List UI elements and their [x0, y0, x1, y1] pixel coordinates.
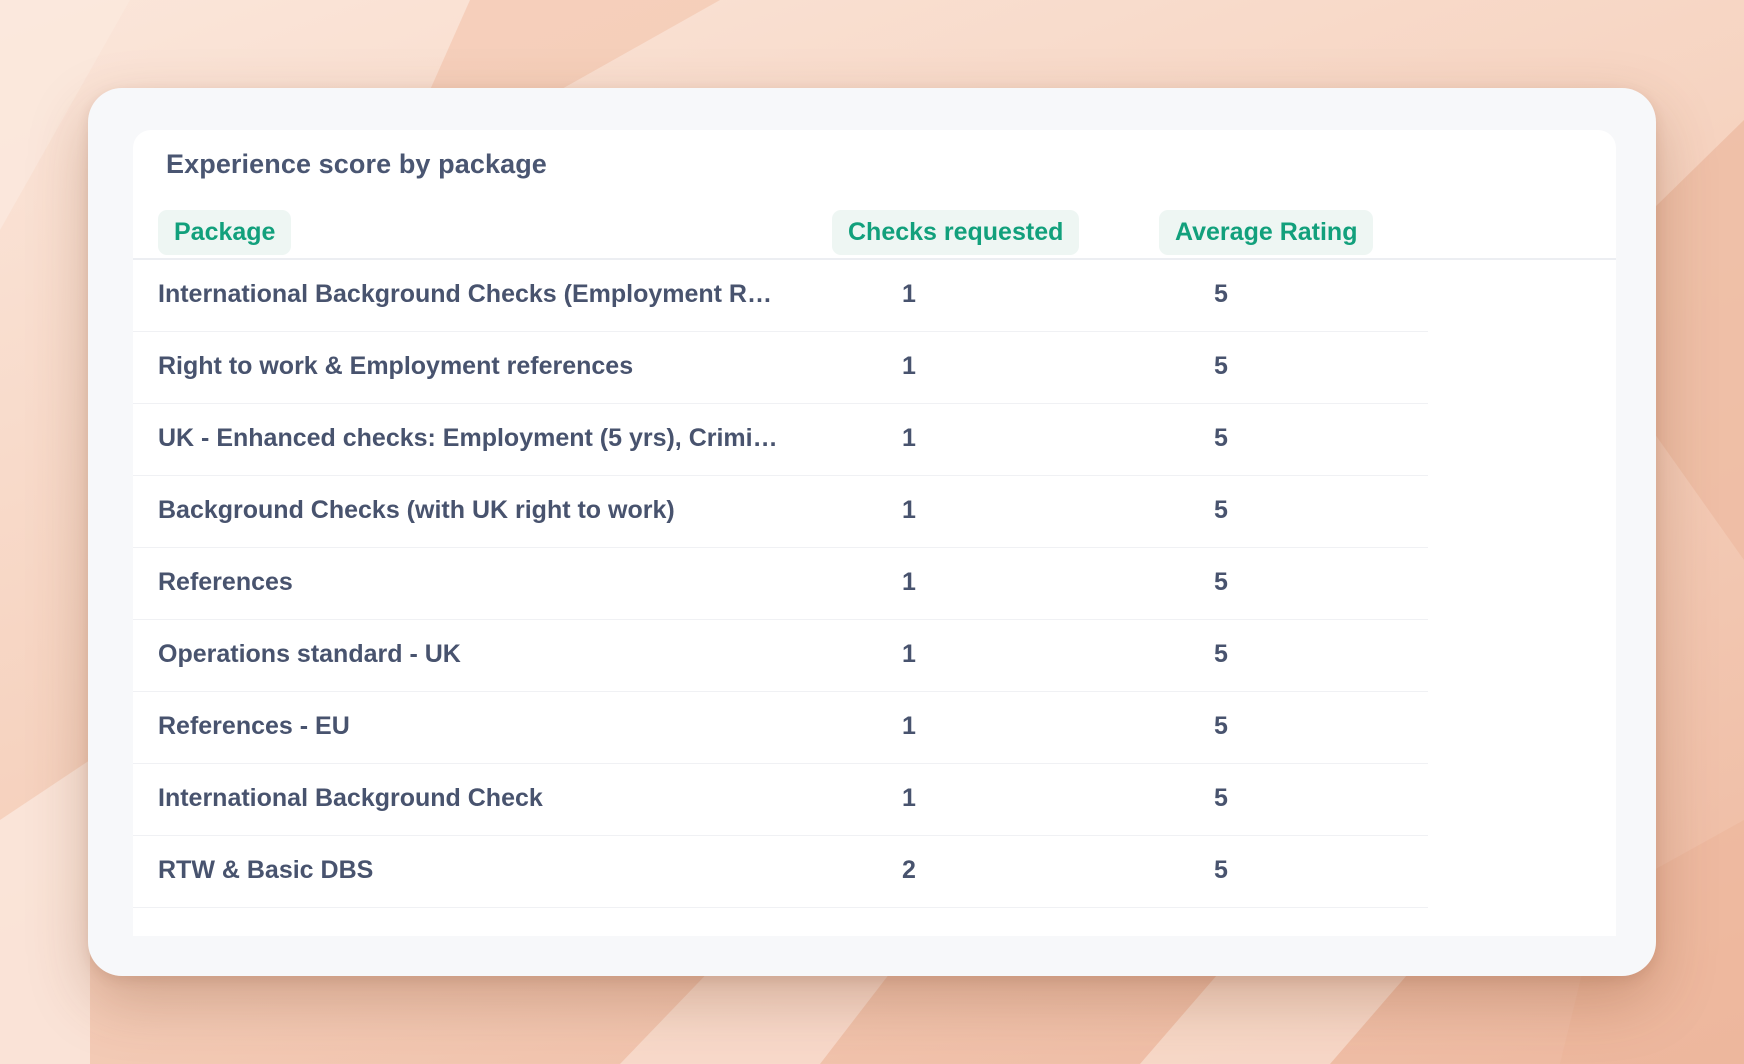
table-row: References - EU 1 5	[133, 692, 1428, 764]
checks-cell: 1	[902, 424, 916, 452]
table-row: References 1 5	[133, 548, 1428, 620]
rating-cell: 5	[1214, 856, 1228, 884]
experience-score-panel: Experience score by package Package Chec…	[133, 130, 1616, 936]
rating-cell: 5	[1214, 352, 1228, 380]
table-body: International Background Checks (Employm…	[133, 260, 1428, 908]
table-row: Background Checks (with UK right to work…	[133, 476, 1428, 548]
checks-cell: 1	[902, 568, 916, 596]
column-header-package[interactable]: Package	[158, 210, 292, 255]
table-row: RTW & Basic DBS 2 5	[133, 836, 1428, 908]
checks-cell: 1	[902, 712, 916, 740]
package-cell: References	[158, 568, 293, 596]
package-cell: Operations standard - UK	[158, 640, 461, 668]
rating-cell: 5	[1214, 280, 1228, 308]
rating-cell: 5	[1214, 784, 1228, 812]
dashboard-card: Experience score by package Package Chec…	[88, 88, 1656, 976]
table-row: International Background Checks (Employm…	[133, 260, 1428, 332]
package-cell: RTW & Basic DBS	[158, 856, 374, 884]
package-cell: Background Checks (with UK right to work…	[158, 496, 675, 524]
table-header: Package Checks requested Average Rating	[133, 210, 1616, 260]
package-cell: International Background Checks (Employm…	[158, 280, 778, 308]
checks-cell: 1	[902, 280, 916, 308]
panel-title: Experience score by package	[166, 149, 547, 179]
rating-cell: 5	[1214, 424, 1228, 452]
checks-cell: 2	[902, 856, 916, 884]
rating-cell: 5	[1214, 496, 1228, 524]
checks-cell: 1	[902, 784, 916, 812]
column-header-checks-requested[interactable]: Checks requested	[832, 210, 1080, 255]
table-row: Operations standard - UK 1 5	[133, 620, 1428, 692]
package-cell: UK - Enhanced checks: Employment (5 yrs)…	[158, 424, 778, 452]
table-row: International Background Check 1 5	[133, 764, 1428, 836]
rating-cell: 5	[1214, 568, 1228, 596]
checks-cell: 1	[902, 496, 916, 524]
checks-cell: 1	[902, 352, 916, 380]
package-cell: References - EU	[158, 712, 350, 740]
package-cell: Right to work & Employment references	[158, 352, 634, 380]
column-header-average-rating[interactable]: Average Rating	[1159, 210, 1374, 255]
table-row: UK - Enhanced checks: Employment (5 yrs)…	[133, 404, 1428, 476]
rating-cell: 5	[1214, 640, 1228, 668]
package-cell: International Background Check	[158, 784, 543, 812]
table-row: Right to work & Employment references 1 …	[133, 332, 1428, 404]
checks-cell: 1	[902, 640, 916, 668]
rating-cell: 5	[1214, 712, 1228, 740]
